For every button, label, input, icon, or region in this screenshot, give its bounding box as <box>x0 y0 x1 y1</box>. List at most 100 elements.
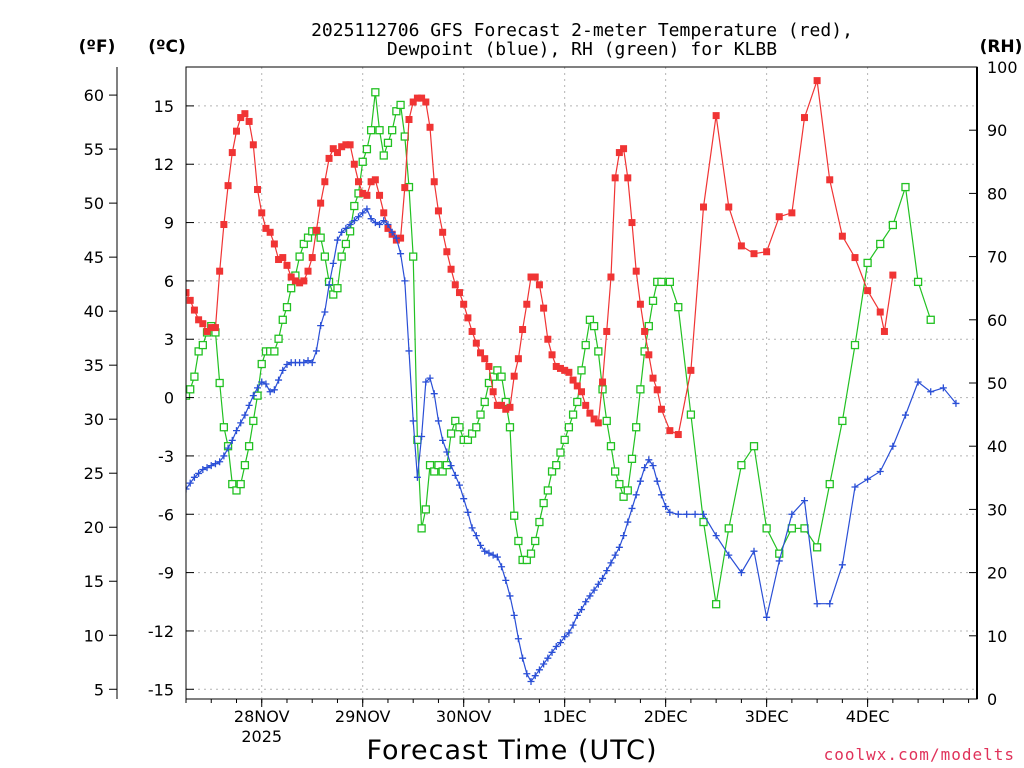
rh-point <box>467 429 477 438</box>
rh-point <box>510 511 519 520</box>
dewpoint-point <box>552 642 560 650</box>
rh-point <box>295 252 304 261</box>
dewpoint-point <box>464 508 472 516</box>
rh-point <box>455 423 464 432</box>
temperature-point <box>519 326 527 334</box>
rh-tick-label: 20 <box>987 564 1007 583</box>
f-tick-label: 35 <box>84 356 104 375</box>
dewpoint-point <box>594 580 602 588</box>
rh-point <box>396 100 405 110</box>
rh-point <box>594 347 603 356</box>
dewpoint-point <box>590 586 598 594</box>
rh-point <box>244 442 254 451</box>
rh-point <box>282 303 292 312</box>
rh-point <box>800 524 809 533</box>
dewpoint-point <box>599 574 607 582</box>
temperature-point <box>367 178 375 186</box>
temperature-point <box>439 228 447 236</box>
temperature-point <box>220 221 228 229</box>
temperature-point <box>249 141 257 149</box>
dewpoint-point <box>826 600 834 608</box>
dewpoint-point <box>485 549 493 557</box>
f-tick-label: 45 <box>84 248 104 267</box>
dewpoint-point <box>422 378 430 386</box>
dewpoint-point <box>927 388 935 396</box>
temperature-point <box>346 141 354 149</box>
dewpoint-point <box>220 452 228 460</box>
temperature-point <box>413 94 421 102</box>
temperature-point <box>763 248 771 256</box>
rh-point <box>737 461 746 470</box>
temperature-point <box>359 189 367 197</box>
x-tick-label: 30NOV <box>436 707 492 726</box>
temperature-point <box>800 114 808 122</box>
rh-point <box>724 524 733 533</box>
dewpoint-point <box>498 563 506 571</box>
c-tick-label: 0 <box>164 389 174 408</box>
rh-point <box>522 555 531 565</box>
chart-title-line1: 2025112706 GFS Forecast 2-meter Temperat… <box>311 20 853 41</box>
rh-point <box>379 151 388 160</box>
dewpoint-point <box>392 234 400 242</box>
rh-tick-label: 50 <box>987 374 1007 393</box>
rh-point <box>350 201 359 211</box>
temperature-point <box>657 405 665 413</box>
x-tick-year-label: 2025 <box>241 727 282 746</box>
rh-point <box>366 126 376 135</box>
temperature-point <box>498 401 506 409</box>
dewpoint-point <box>750 547 758 555</box>
dewpoint-point <box>615 543 623 551</box>
temperature-point <box>607 273 615 281</box>
rh-point <box>383 138 393 147</box>
rh-point <box>564 423 574 432</box>
rh-point <box>274 334 283 343</box>
temperature-point <box>653 386 661 394</box>
x-tick-label: 2DEC <box>644 707 688 726</box>
temperature-point <box>599 378 607 386</box>
rh-point <box>329 290 338 299</box>
temperature-point <box>594 419 602 427</box>
rh-point <box>194 347 203 356</box>
temperature-point <box>409 98 417 106</box>
dewpoint-point <box>645 456 653 464</box>
temperature-point <box>826 176 834 184</box>
temperature-point <box>304 267 312 275</box>
rh-point <box>627 454 637 463</box>
rh-point <box>888 220 898 230</box>
rh-point <box>438 467 447 476</box>
temperature-point <box>548 351 556 359</box>
temperature-point <box>523 300 531 308</box>
dewpoint-point <box>207 462 215 470</box>
temperature-point <box>687 366 695 374</box>
temperature-point <box>620 145 628 153</box>
dewpoint-point <box>186 479 194 487</box>
temperature-point <box>287 273 295 281</box>
chart-title-line2: Dewpoint (blue), RH (green) for KLBB <box>387 39 777 60</box>
temperature-point <box>590 415 598 423</box>
rh-point <box>463 435 473 445</box>
rh-point <box>299 239 308 249</box>
dewpoint-point <box>641 464 649 472</box>
rh-point <box>615 479 624 489</box>
temperature-point <box>460 300 468 308</box>
rh-point <box>674 303 683 312</box>
c-tick-label: 12 <box>154 155 174 174</box>
dewpoint-point <box>367 215 375 223</box>
c-tick-label: -15 <box>148 680 174 699</box>
f-tick-label: 5 <box>94 680 104 699</box>
x-tick-label: 1DEC <box>543 707 587 726</box>
rh-point <box>560 435 569 445</box>
rh-unit-label: (RH) <box>980 37 1023 57</box>
rh-tick-label: 30 <box>987 500 1007 519</box>
rh-point <box>249 416 258 426</box>
celsius-unit-label: (ºC) <box>148 37 186 57</box>
temperature-point <box>291 277 299 285</box>
dewpoint-point <box>434 417 442 425</box>
dewpoint-point <box>607 559 615 567</box>
rh-point <box>240 461 250 470</box>
temperature-point <box>603 327 611 335</box>
dewpoint-point <box>460 495 468 503</box>
temperature-point <box>632 267 640 275</box>
